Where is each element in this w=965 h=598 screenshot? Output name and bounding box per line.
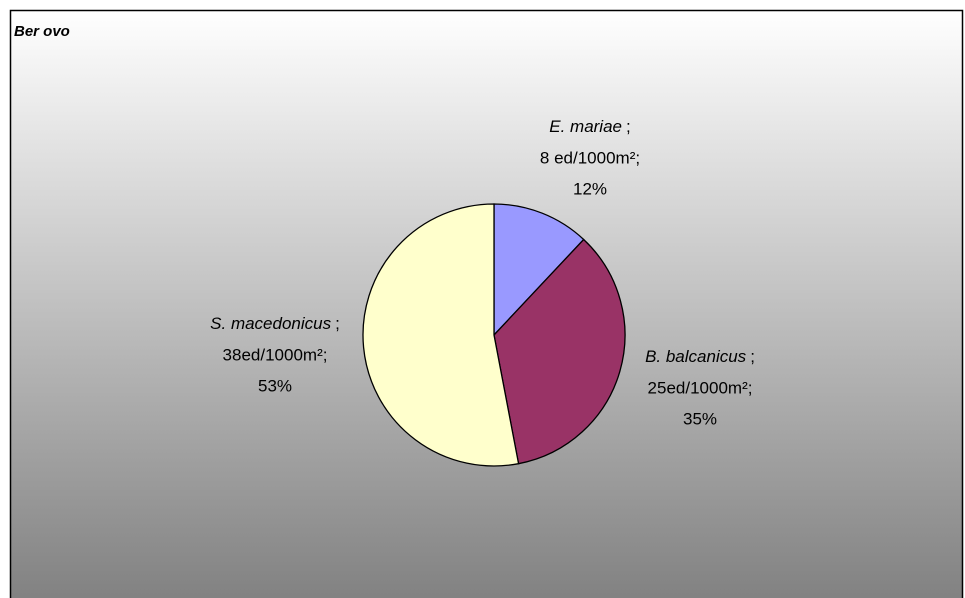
separator: ;: [626, 117, 631, 136]
density-label: 38ed/1000m²;: [223, 345, 328, 364]
separator: ;: [750, 347, 755, 366]
category-name: S. macedonicus: [210, 314, 331, 333]
category-name: E. mariae: [549, 117, 622, 136]
percent-label: 53%: [258, 376, 292, 395]
percent-label: 35%: [683, 409, 717, 428]
pie-slice: [493, 238, 626, 465]
slice-label-name: E. mariae;: [549, 117, 630, 136]
slice-label-name: B. balcanicus;: [645, 347, 755, 366]
pie-slice: [493, 203, 585, 337]
density-label: 25ed/1000m²;: [648, 378, 753, 397]
density-label: 8 ed/1000m²;: [540, 148, 640, 167]
chart-title: Ber ovo: [14, 23, 70, 40]
separator: ;: [335, 314, 340, 333]
category-name: B. balcanicus: [645, 347, 747, 366]
percent-label: 12%: [573, 179, 607, 198]
pie-slice: [362, 203, 520, 467]
slice-label-name: S. macedonicus;: [210, 314, 340, 333]
